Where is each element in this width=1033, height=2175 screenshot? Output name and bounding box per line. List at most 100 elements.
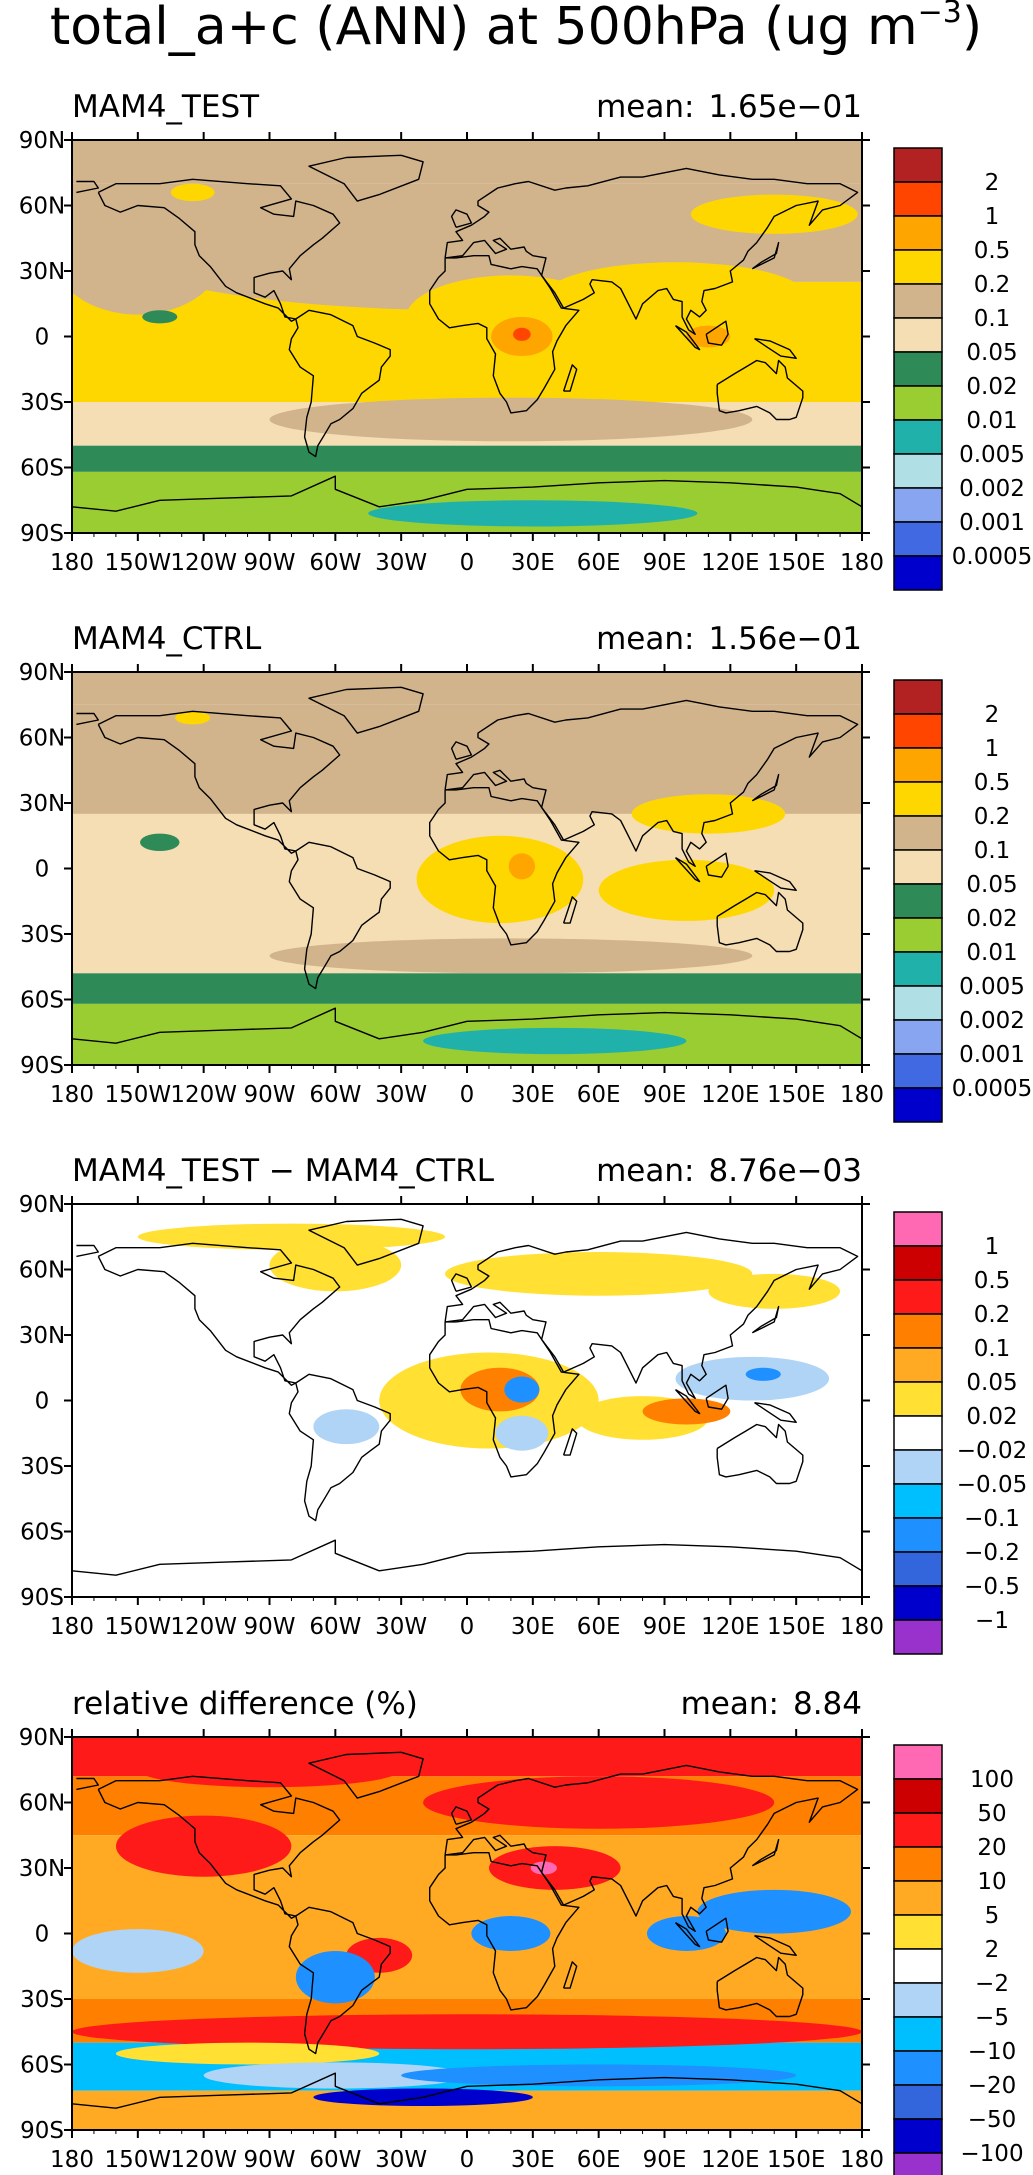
coastline <box>444 167 859 335</box>
field-patch <box>690 194 858 234</box>
coastline <box>751 241 780 270</box>
x-tick-label: 180 <box>50 2147 94 2173</box>
colorbar-level: 0.001 <box>959 1042 1025 1068</box>
coastline <box>76 180 99 194</box>
colorbar-level: 0.005 <box>959 442 1025 468</box>
y-tick-label: 90S <box>20 2118 64 2144</box>
field-patch <box>368 500 698 527</box>
x-tick-label: 150E <box>767 550 825 576</box>
coastline <box>751 773 780 802</box>
colorbar-swatch <box>893 1211 943 1247</box>
coastline <box>562 1428 578 1456</box>
y-tick-label: 30N <box>19 1856 65 1882</box>
field-patch <box>508 853 536 880</box>
y-tick-label: 90S <box>20 1585 64 1611</box>
x-tick-label: 60W <box>309 2147 361 2173</box>
y-tick-label: 60S <box>20 988 64 1014</box>
y-tick-label: 30N <box>19 1323 65 1349</box>
colorbar-swatch <box>893 713 943 749</box>
x-tick-label: 0 <box>460 1082 475 1108</box>
field-patch <box>423 1027 687 1055</box>
coastline <box>754 1402 797 1423</box>
coastline <box>444 1764 859 1932</box>
x-tick-label: 90E <box>643 550 687 576</box>
field-patch <box>72 1929 204 1973</box>
y-tick-label: 90N <box>19 660 65 686</box>
coastline <box>444 699 859 867</box>
x-tick-label: 120E <box>701 1082 759 1108</box>
colorbar-level: −10 <box>968 2039 1017 2065</box>
x-tick-label: 60W <box>309 550 361 576</box>
colorbar-level: −20 <box>968 2073 1017 2099</box>
x-tick-label: 30E <box>511 1082 555 1108</box>
x-tick-label: 60E <box>577 1614 621 1640</box>
map-field <box>72 672 862 1065</box>
mean-value: 8.84 <box>793 1686 862 1722</box>
field-patch <box>543 262 808 333</box>
colorbar-level: 0.2 <box>974 1302 1011 1328</box>
colorbar-level: 0.1 <box>974 1336 1011 1362</box>
colorbar-swatch <box>893 555 943 591</box>
y-tick-label: 90N <box>19 1192 65 1218</box>
coastline <box>308 1751 424 1799</box>
coastline <box>674 1921 701 1948</box>
panel-title: relative difference (%) <box>72 1686 418 1722</box>
coastline <box>705 1917 729 1943</box>
colorbar-level: 0.1 <box>974 306 1011 332</box>
coastline <box>450 741 473 760</box>
colorbar-level: 0.002 <box>959 476 1025 502</box>
panel-ctrl: MAM4_CTRL mean: 1.56e−01 180 150W 120W 90W 60W 3… <box>19 621 1032 1123</box>
coastline <box>288 1906 391 2055</box>
panel-title: MAM4_CTRL <box>72 621 262 657</box>
coastline <box>754 870 797 891</box>
coastline <box>716 1956 804 2018</box>
x-tick-label: 90E <box>643 1082 687 1108</box>
x-tick-label: 30W <box>375 550 427 576</box>
coastline <box>716 359 804 421</box>
colorbar-level: −2 <box>975 1971 1009 1997</box>
field-patch <box>745 1367 781 1381</box>
colorbar-level: 2 <box>985 170 1000 196</box>
coastline <box>72 475 862 512</box>
coastline <box>562 364 578 392</box>
coastline <box>308 154 424 202</box>
mean-value: 8.76e−03 <box>708 1153 862 1189</box>
x-tick-label: 30W <box>375 1614 427 1640</box>
colorbar-swatch <box>893 487 943 523</box>
colorbar-level: 2 <box>985 1937 1000 1963</box>
x-tick-label: 180 <box>840 1614 884 1640</box>
mean-value: 1.56e−01 <box>708 621 862 657</box>
field-patch <box>504 1376 540 1403</box>
x-tick-label: 180 <box>50 1082 94 1108</box>
colorbar-swatch <box>893 2016 943 2052</box>
field-patch <box>423 1776 775 1829</box>
colorbar-level: 0.05 <box>966 1370 1017 1396</box>
y-tick-label: 30S <box>20 1987 64 2013</box>
field-band <box>72 973 862 1004</box>
colorbar-swatch <box>893 1415 943 1451</box>
colorbar-level: 0.05 <box>966 872 1017 898</box>
y-tick-label: 60N <box>19 1791 65 1817</box>
colorbar-level: 0.005 <box>959 974 1025 1000</box>
panel-mean: mean: 1.56e−01 <box>596 621 862 657</box>
colorbar: 2 1 0.5 0.2 0.1 0.05 0.02 0.01 0.005 0.002 0.001 0.… <box>893 147 1032 591</box>
colorbar-level: 0.2 <box>974 272 1011 298</box>
colorbar-swatch <box>893 317 943 353</box>
colorbar-swatch <box>893 453 943 489</box>
mean-label: mean: <box>681 1686 779 1722</box>
x-tick-label: 60W <box>309 1614 361 1640</box>
colorbar-level: 0.05 <box>966 340 1017 366</box>
y-tick-label: 60S <box>20 2053 64 2079</box>
y-tick-label: 90N <box>19 128 65 154</box>
colorbar-swatch <box>893 385 943 421</box>
y-tick-label: 0 <box>35 1389 50 1415</box>
field-patch <box>72 715 182 812</box>
coastline <box>705 1384 729 1410</box>
field-patch <box>495 1415 549 1451</box>
coastline <box>705 320 729 346</box>
colorbar-level: 100 <box>970 1767 1014 1793</box>
colorbar-level: 0.01 <box>966 940 1017 966</box>
x-tick-label: 30E <box>511 550 555 576</box>
y-tick-label: 30N <box>19 791 65 817</box>
x-tick-label: 0 <box>460 2147 475 2173</box>
